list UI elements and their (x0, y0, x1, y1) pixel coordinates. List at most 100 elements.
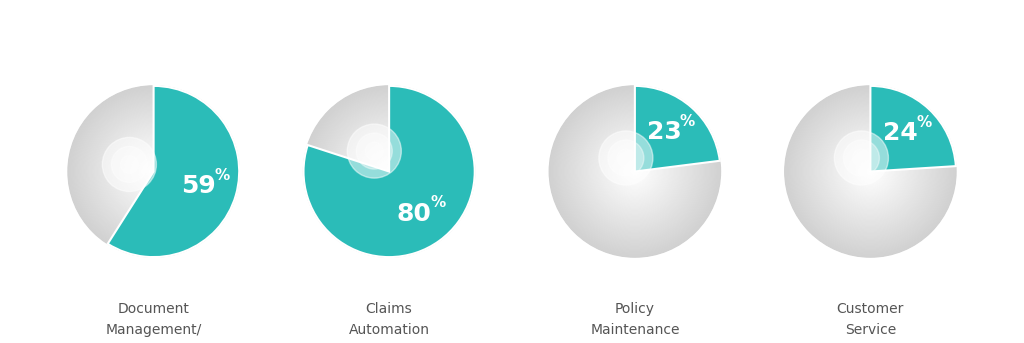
Circle shape (577, 113, 693, 230)
Circle shape (135, 154, 172, 189)
Circle shape (367, 149, 412, 194)
Circle shape (825, 126, 915, 217)
Circle shape (625, 161, 645, 182)
Circle shape (847, 147, 894, 196)
Circle shape (865, 166, 876, 177)
Circle shape (563, 99, 707, 244)
Circle shape (596, 133, 674, 210)
Circle shape (830, 131, 910, 212)
Circle shape (386, 168, 392, 175)
Circle shape (609, 146, 660, 197)
Circle shape (561, 98, 709, 245)
Circle shape (93, 111, 214, 232)
Circle shape (610, 147, 659, 196)
Circle shape (611, 149, 658, 194)
Circle shape (798, 99, 943, 244)
Circle shape (834, 135, 907, 208)
Circle shape (129, 147, 178, 196)
Circle shape (334, 116, 444, 227)
Circle shape (383, 166, 395, 177)
Circle shape (350, 132, 428, 211)
Circle shape (328, 110, 451, 233)
Circle shape (83, 100, 224, 243)
Circle shape (589, 125, 681, 218)
Circle shape (347, 124, 401, 178)
Circle shape (315, 98, 463, 245)
Circle shape (324, 106, 455, 237)
Circle shape (595, 131, 675, 212)
Circle shape (601, 138, 669, 205)
Circle shape (617, 154, 652, 189)
Circle shape (127, 145, 180, 198)
Circle shape (326, 108, 453, 235)
Circle shape (582, 118, 688, 225)
Circle shape (616, 154, 653, 189)
Text: 23: 23 (647, 120, 681, 144)
Circle shape (112, 130, 196, 213)
Circle shape (581, 118, 689, 225)
Circle shape (596, 132, 674, 211)
Circle shape (852, 153, 889, 190)
Circle shape (99, 118, 208, 225)
Circle shape (608, 140, 644, 176)
Circle shape (344, 126, 434, 217)
Circle shape (605, 142, 665, 201)
Circle shape (794, 94, 947, 249)
Circle shape (147, 166, 160, 177)
Circle shape (848, 149, 893, 194)
Circle shape (378, 161, 400, 182)
Circle shape (842, 143, 899, 200)
Circle shape (311, 94, 467, 249)
Circle shape (322, 104, 457, 239)
Circle shape (792, 93, 949, 250)
Circle shape (139, 157, 168, 186)
Wedge shape (784, 86, 956, 257)
Circle shape (615, 152, 654, 191)
Circle shape (859, 161, 882, 182)
Circle shape (381, 163, 397, 180)
Circle shape (364, 146, 415, 197)
Circle shape (812, 113, 929, 230)
Circle shape (151, 169, 157, 174)
Circle shape (110, 127, 198, 216)
Circle shape (94, 113, 213, 230)
Circle shape (144, 162, 163, 181)
Circle shape (143, 161, 164, 182)
Circle shape (604, 141, 666, 202)
Circle shape (829, 130, 911, 213)
Circle shape (121, 139, 186, 204)
Circle shape (616, 149, 635, 167)
Circle shape (341, 123, 437, 220)
Circle shape (593, 130, 677, 213)
Circle shape (97, 115, 210, 228)
Circle shape (77, 94, 230, 249)
Circle shape (135, 153, 172, 190)
Circle shape (71, 88, 237, 255)
Circle shape (141, 159, 166, 184)
Circle shape (388, 171, 390, 172)
Circle shape (844, 145, 897, 198)
Circle shape (817, 118, 924, 225)
Circle shape (585, 121, 685, 222)
Circle shape (601, 137, 669, 206)
Text: %: % (680, 114, 695, 129)
Circle shape (572, 109, 697, 234)
Circle shape (606, 143, 664, 200)
Circle shape (555, 92, 715, 251)
Circle shape (93, 111, 214, 232)
Circle shape (557, 94, 713, 249)
Circle shape (371, 153, 408, 190)
Circle shape (148, 166, 159, 177)
Circle shape (104, 122, 203, 221)
Text: 80: 80 (397, 202, 432, 226)
Circle shape (835, 131, 889, 185)
Circle shape (84, 102, 223, 241)
Text: Policy
Maintenance: Policy Maintenance (590, 302, 680, 337)
Circle shape (590, 126, 680, 217)
Circle shape (340, 123, 438, 220)
Circle shape (126, 144, 181, 199)
Circle shape (838, 139, 903, 204)
Circle shape (307, 89, 471, 254)
Circle shape (616, 153, 653, 190)
Circle shape (603, 140, 667, 203)
